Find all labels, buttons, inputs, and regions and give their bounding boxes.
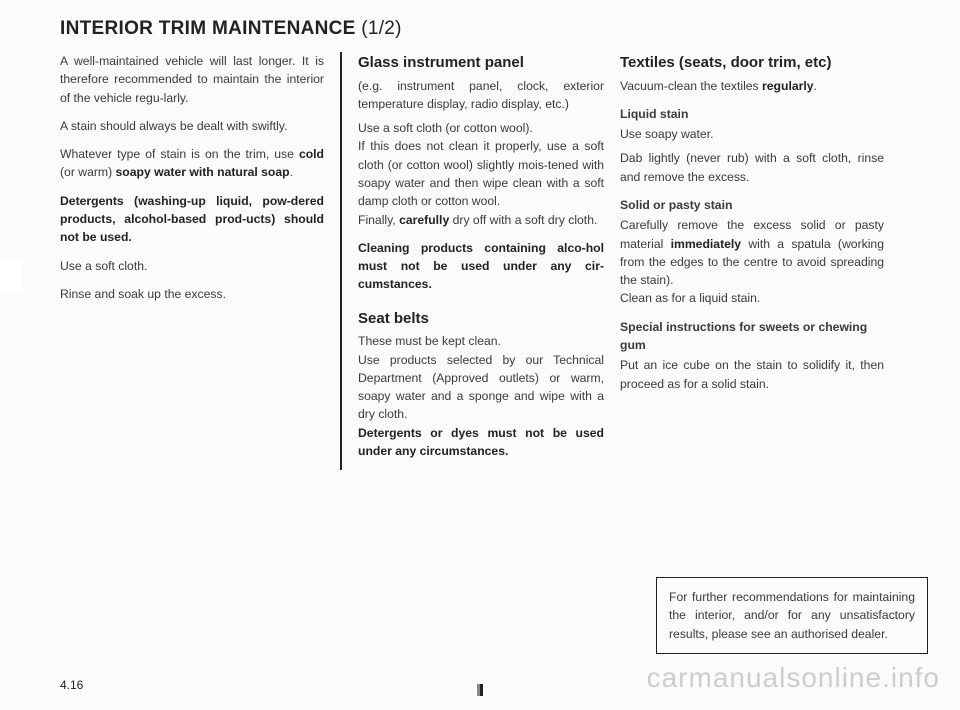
col1-p5: Use a soft cloth. [60,257,324,275]
col1-p3-mid: (or warm) [60,165,116,179]
col3-sub-solid: Solid or pasty stain [620,196,884,214]
col2-p4-b: carefully [399,213,449,227]
col3-sub-liquid: Liquid stain [620,105,884,123]
info-box: For further recommendations for maintain… [656,577,928,654]
col1-p3: Whatever type of stain is on the trim, u… [60,145,324,182]
col2-p4: Finally, carefully dry off with a soft d… [358,211,604,229]
col2-heading-seatbelts: Seat belts [358,308,604,331]
col1-p3-post: . [290,165,293,179]
col3-p1: Vacuum-clean the textiles regularly. [620,77,884,95]
col2-heading-glass: Glass instrument panel [358,52,604,75]
page-number: 4.16 [60,678,83,692]
column-3: Textiles (seats, door trim, etc) Vacuum-… [620,52,900,470]
col3-p5: Put an ice cube on the stain to solidify… [620,356,884,393]
title-part: (1/2) [356,18,402,39]
col3-p3: Dab lightly (never rub) with a soft clot… [620,149,884,186]
col1-p4-b: Detergents (washing-up liquid, pow-dered… [60,194,324,245]
bottom-mark-icon [477,684,483,696]
column-2: Glass instrument panel (e.g. instrument … [340,52,620,470]
title-main: INTERIOR TRIM MAINTENANCE [60,18,356,39]
col2-p1: (e.g. instrument panel, clock, exterior … [358,77,604,114]
col1-p6: Rinse and soak up the excess. [60,285,324,303]
col3-p1-post: . [814,79,817,93]
col3-p2: Use soapy water. [620,125,884,143]
col3-p1-b: regularly [762,79,813,93]
col2-p4-post: dry off with a soft dry cloth. [449,213,597,227]
col3-heading-textiles: Textiles (seats, door trim, etc) [620,52,884,75]
col2-p8-b: Detergents or dyes must not be used unde… [358,426,604,458]
col2-p2: Use a soft cloth (or cotton wool). [358,119,604,137]
col2-p3: If this does not clean it properly, use … [358,137,604,210]
col1-p4: Detergents (washing-up liquid, pow-dered… [60,192,324,247]
col2-p4-pre: Finally, [358,213,399,227]
col3-p1-pre: Vacuum-clean the textiles [620,79,762,93]
col1-p3-b1: cold [299,147,324,161]
manual-page: INTERIOR TRIM MAINTENANCE (1/2) A well-m… [0,0,960,710]
column-1: A well-maintained vehicle will last long… [60,52,340,470]
page-title: INTERIOR TRIM MAINTENANCE (1/2) [60,18,930,40]
col1-p3-pre: Whatever type of stain is on the trim, u… [60,147,299,161]
col3-p4b: Clean as for a liquid stain. [620,289,884,307]
columns: A well-maintained vehicle will last long… [60,52,930,470]
col2-p7: Use products selected by our Technical D… [358,351,604,424]
side-tab [0,258,22,294]
col2-p6: These must be kept clean. [358,332,604,350]
col1-p3-b2: soapy water with natural soap [116,165,290,179]
watermark-text: carmanualsonline.info [647,662,940,694]
col1-p2: A stain should always be dealt with swif… [60,117,324,135]
col2-p8: Detergents or dyes must not be used unde… [358,424,604,461]
col2-p5-b: Cleaning products containing alco-hol mu… [358,241,604,292]
col3-sub-sweets: Special instructions for sweets or chewi… [620,318,884,355]
col3-p4-b: immediately [671,237,741,251]
col1-p1: A well-maintained vehicle will last long… [60,52,324,107]
col2-p5: Cleaning products containing alco-hol mu… [358,239,604,294]
col3-p4: Carefully remove the excess solid or pas… [620,216,884,289]
